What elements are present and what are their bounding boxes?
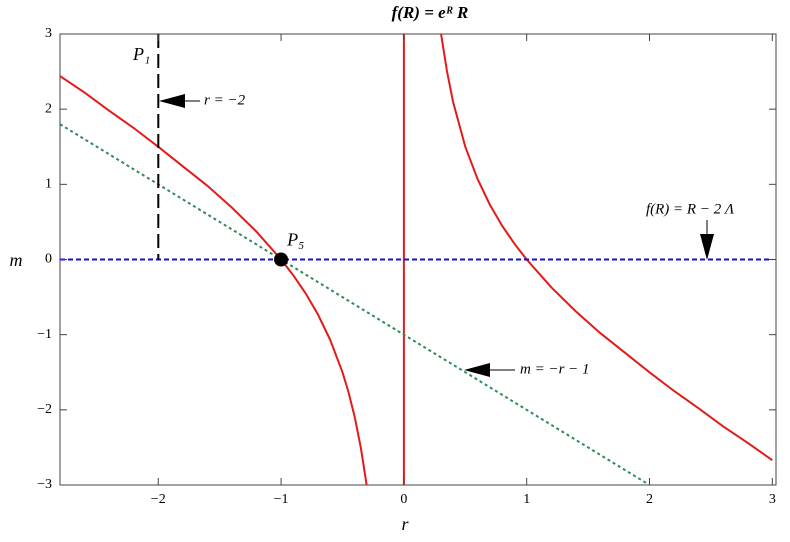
y-tick-label: −2: [37, 402, 52, 417]
arrow-head: [700, 234, 714, 260]
x-tick-label: 2: [646, 492, 653, 507]
y-axis-label: m: [10, 250, 23, 270]
data-line: [440, 34, 773, 462]
data-line: [60, 123, 651, 485]
chart-title: f(R) = eᴿ R: [392, 3, 469, 22]
arrow-head: [464, 363, 490, 377]
y-tick-label: 3: [45, 26, 52, 41]
point-label: P₅: [286, 230, 304, 250]
x-tick-label: 3: [769, 492, 776, 507]
x-axis-label: r: [401, 514, 409, 534]
y-tick-label: 1: [45, 177, 52, 192]
x-tick-label: 1: [523, 492, 530, 507]
annotations: P₅ P₁ r = −2 f(R) = R − 2 Λ m = −r − 1: [132, 44, 734, 377]
y-tick-label: −3: [37, 477, 52, 492]
point-marker: [274, 252, 289, 267]
x-tick-label: −1: [274, 492, 289, 507]
annotation: P₁: [132, 44, 150, 64]
arrow-head: [159, 94, 185, 108]
annotation: f(R) = R − 2 Λ: [646, 201, 734, 217]
annotation: r = −2: [204, 92, 246, 108]
y-tick-label: −1: [37, 327, 52, 342]
y-tick-label: 0: [45, 252, 52, 267]
y-tick-label: 2: [45, 101, 52, 116]
x-tick-label: −2: [151, 492, 166, 507]
x-tick-label: 0: [400, 492, 407, 507]
data-line: [60, 75, 368, 485]
annotation: m = −r − 1: [520, 361, 590, 377]
